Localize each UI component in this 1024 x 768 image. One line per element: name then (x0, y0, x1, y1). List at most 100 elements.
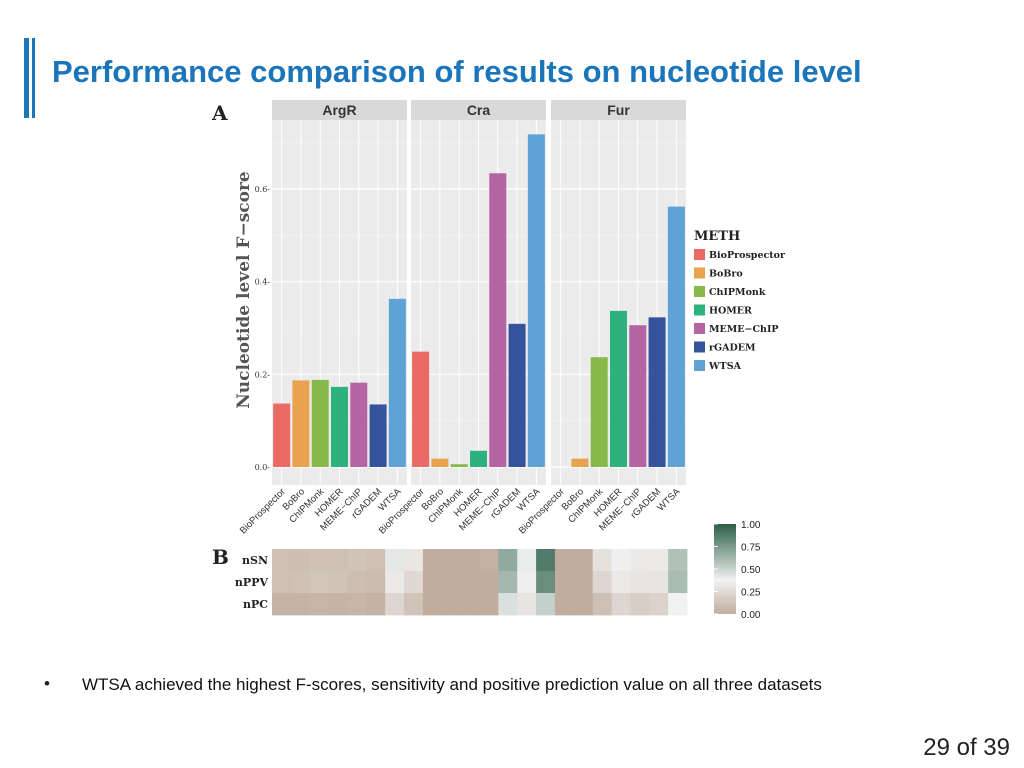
bar-cra-chipmonk (450, 464, 468, 467)
heatmap-cell (366, 593, 386, 616)
heatmap-cell (404, 571, 424, 594)
facet-strip (551, 100, 686, 120)
legend-label: BoBro (709, 269, 743, 280)
heatmap-cell (441, 593, 462, 616)
legend-title: METH (694, 229, 740, 244)
facet-strip (272, 100, 407, 120)
heatmap-cell (668, 571, 688, 594)
bullet-text: WTSA achieved the highest F-scores, sens… (82, 675, 822, 694)
heatmap-cell (630, 593, 650, 616)
heatmap-cell (649, 571, 669, 594)
bar-cra-meme-chip (489, 173, 507, 467)
heatmap-cell (630, 549, 650, 572)
legend-swatch-homer (694, 304, 705, 316)
heatmap-cell (554, 593, 575, 616)
heatmap-cell (328, 593, 348, 616)
heatmap-cell (441, 549, 462, 572)
bar-argr-homer (331, 386, 348, 467)
bar-fur-wtsa (667, 206, 685, 467)
heatmap-cell (272, 549, 292, 572)
heatmap-cell (498, 549, 518, 572)
heatmap-cell (290, 571, 311, 594)
title-accent-bar-thin (32, 38, 35, 118)
heatmap-row-label: nSN (242, 554, 268, 567)
legend-label: WTSA (708, 361, 742, 372)
heatmap-cell (649, 593, 669, 616)
heatmap-cell (385, 549, 405, 572)
heatmap-cell (385, 571, 405, 594)
legend-label: BioProspector (709, 250, 786, 261)
bar-cra-wtsa (527, 134, 545, 467)
y-tick-label: 0.4- (255, 278, 271, 287)
heatmap-cell (347, 593, 367, 616)
legend-label: ChIPMonk (709, 287, 766, 298)
heatmap-cell (309, 549, 329, 572)
facet-title: ArgR (322, 102, 356, 118)
bar-argr-bobro (292, 380, 310, 467)
heatmap-cell (573, 593, 594, 616)
heatmap-cell (592, 593, 612, 616)
facet-title: Fur (607, 102, 630, 118)
bar-cra-bobro (431, 458, 449, 467)
heatmap-row-label: nPPV (235, 576, 269, 589)
heatmap-cell (479, 593, 499, 616)
bar-argr-chipmonk (311, 379, 329, 467)
legend-label: MEME−ChIP (709, 324, 779, 335)
title-accent-bar (24, 38, 29, 118)
bar-argr-rgadem (369, 404, 387, 467)
heatmap-cell (498, 593, 518, 616)
heatmap-cell (592, 549, 612, 572)
bar-cra-rgadem (508, 323, 526, 467)
bar-argr-bioprospector (273, 403, 291, 467)
heatmap-cell (536, 571, 556, 594)
heatmap-cell (328, 571, 348, 594)
legend-swatch-rgadem (694, 341, 705, 353)
heatmap-cell (385, 593, 405, 616)
heatmap-cell (290, 593, 311, 616)
heatmap-cell (422, 549, 443, 572)
heatmap-cell (460, 571, 480, 594)
heatmap-cell (441, 571, 462, 594)
bar-fur-meme-chip (629, 325, 647, 467)
heatmap-cell (630, 571, 650, 594)
colorbar-tick-label: 0.00 (741, 610, 761, 621)
heatmap-cell (404, 549, 424, 572)
colorbar-tick-label: 0.50 (741, 565, 761, 576)
page-number: 29 of 39 (923, 734, 1010, 761)
heatmap-cell (272, 571, 292, 594)
colorbar-tick-label: 0.75 (741, 543, 761, 554)
heatmap-cell (366, 549, 386, 572)
x-tick-label: BioProspector (238, 486, 288, 536)
bar-argr-meme-chip (350, 382, 368, 467)
heatmap-cell (611, 549, 631, 572)
heatmap-cell (517, 571, 537, 594)
y-tick-label: 0.2- (255, 370, 271, 379)
heatmap-cell (517, 593, 537, 616)
heatmap-cell (479, 571, 499, 594)
facet-title: Cra (467, 102, 491, 118)
colorbar-tick-label: 1.00 (741, 520, 761, 531)
legend-swatch-bioprospector (694, 249, 705, 260)
legend-swatch-meme-chip (694, 323, 705, 334)
legend-swatch-bobro (694, 267, 705, 279)
bar-cra-bioprospector (412, 351, 430, 467)
bar-fur-homer (610, 310, 627, 467)
slide-title: Performance comparison of results on nuc… (52, 54, 862, 89)
y-tick-label: 0.6- (255, 185, 271, 194)
bar-fur-chipmonk (590, 357, 608, 467)
facet-strip (411, 100, 546, 120)
heatmap-cell (272, 593, 292, 616)
heatmap-cell (460, 549, 480, 572)
heatmap-cell (328, 549, 348, 572)
heatmap-cell (517, 549, 537, 572)
heatmap-cell (649, 549, 669, 572)
heatmap-cell (536, 593, 556, 616)
legend-label: rGADEM (709, 343, 756, 354)
heatmap-cell (347, 571, 367, 594)
heatmap-cell (309, 593, 329, 616)
heatmap-cell (422, 571, 443, 594)
colorbar-tick-label: 0.25 (741, 588, 761, 599)
legend-label: HOMER (709, 306, 752, 317)
legend-swatch-wtsa (694, 360, 705, 371)
heatmap-cell (422, 593, 443, 616)
